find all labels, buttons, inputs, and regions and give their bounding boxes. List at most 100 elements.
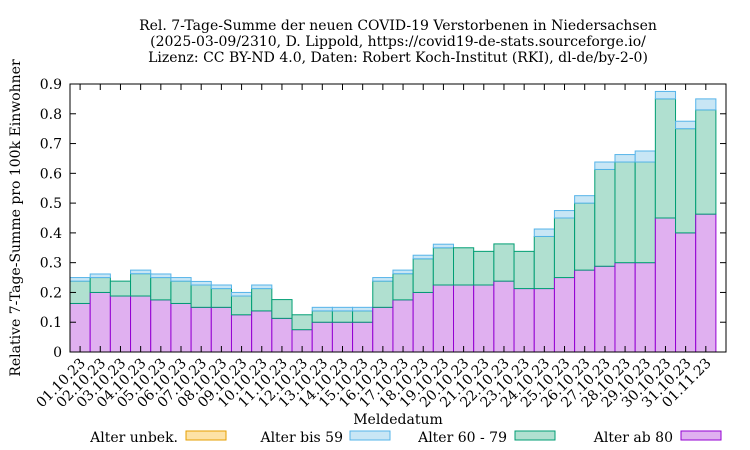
- bar-segment: [210, 288, 232, 308]
- bar-segment: [150, 273, 172, 279]
- bar-segment: [614, 161, 636, 264]
- bar-stack-area: [69, 90, 717, 353]
- y-tick-label: 0.6: [40, 166, 62, 182]
- legend-swatch: [680, 430, 722, 441]
- bar-segment: [230, 291, 253, 297]
- bar-segment: [130, 273, 152, 297]
- bar-segment: [695, 213, 717, 353]
- bar-segment: [553, 277, 576, 353]
- bar-segment: [614, 262, 636, 353]
- bar-segment: [654, 98, 677, 219]
- bar-segment: [230, 295, 253, 316]
- bar-segment: [695, 98, 717, 111]
- y-tick-label: 0.4: [40, 226, 62, 242]
- bar-segment: [311, 306, 333, 312]
- chart-title-line: (2025-03-09/2310, D. Lippold, https://co…: [150, 34, 646, 50]
- bar-segment: [109, 280, 132, 297]
- bar-segment: [614, 154, 636, 163]
- bar-segment: [89, 273, 111, 279]
- bar-segment: [634, 161, 656, 264]
- bar-segment: [473, 284, 495, 353]
- bar-segment: [594, 168, 616, 267]
- bar-segment: [412, 291, 434, 353]
- bar-segment: [352, 310, 374, 323]
- bar-segment: [190, 280, 212, 286]
- bar-segment: [251, 310, 273, 353]
- bar-segment: [594, 265, 616, 353]
- y-tick-label: 0: [53, 345, 62, 361]
- bar-segment: [432, 243, 455, 249]
- chart-title-line: Lizenz: CC BY-ND 4.0, Daten: Robert Koch…: [148, 50, 648, 66]
- y-axis: 0 0.1 0.2 0.3 0.4 0.5 0.6 0.7 0.8 0.9: [40, 77, 726, 361]
- bar-segment: [675, 232, 697, 353]
- bar-segment: [190, 306, 212, 353]
- y-tick-label: 0.7: [40, 137, 62, 153]
- bar-segment: [473, 250, 495, 286]
- bar-segment: [130, 269, 152, 275]
- legend-swatch: [349, 430, 391, 441]
- bar-segment: [533, 228, 555, 237]
- bar-segment: [432, 247, 455, 286]
- bar-segment: [89, 277, 111, 293]
- bar-segment: [311, 310, 333, 323]
- plot-frame: [69, 83, 727, 353]
- bar-segment: [412, 258, 434, 293]
- bar-segment: [594, 161, 616, 170]
- bar-segment: [533, 288, 555, 353]
- legend-label: Alter ab 80: [593, 430, 673, 446]
- bar-segment: [331, 310, 354, 323]
- bar-segment: [170, 302, 192, 353]
- y-tick-label: 0.2: [40, 285, 62, 301]
- bar-segment: [69, 277, 91, 282]
- bar-segment: [150, 299, 172, 353]
- bar-segment: [695, 109, 717, 215]
- bar-segment: [352, 306, 374, 312]
- bar-segment: [392, 273, 414, 301]
- legend: Alter unbek. Alter bis 59 Alter 60 - 79 Alt…: [89, 430, 722, 446]
- bar-segment: [190, 284, 212, 308]
- bar-segment: [170, 280, 192, 304]
- bar-segment: [553, 210, 576, 219]
- bar-segment: [513, 288, 535, 353]
- bar-segment: [574, 195, 596, 204]
- bar-segment: [372, 306, 394, 353]
- y-tick-label: 0.8: [40, 107, 62, 123]
- bar-segment: [654, 90, 677, 100]
- bar-segment: [210, 306, 232, 353]
- bar-segment: [574, 202, 596, 271]
- bar-segment: [412, 254, 434, 260]
- bar-segment: [251, 284, 273, 290]
- bar-segment: [372, 277, 394, 282]
- bar-segment: [150, 277, 172, 301]
- bar-segment: [553, 217, 576, 279]
- bar-segment: [271, 299, 293, 319]
- bar-segment: [533, 235, 555, 290]
- legend-swatch: [514, 430, 556, 441]
- bar-segment: [251, 288, 273, 312]
- y-tick-label: 0.3: [40, 256, 62, 272]
- bar-segment: [392, 299, 414, 353]
- bar-segment: [493, 280, 515, 353]
- bar-segment: [392, 269, 414, 275]
- bar-segment: [210, 284, 232, 290]
- bar-segment: [109, 295, 132, 353]
- bar-segment: [130, 295, 152, 353]
- bar-segment: [453, 247, 475, 286]
- chart-title-line: Rel. 7-Tage-Summe der neuen COVID-19 Ver…: [139, 18, 657, 34]
- legend-label: Alter 60 - 79: [417, 430, 507, 446]
- y-axis-label: Relative 7-Tage-Summe pro 100k Einwohner: [8, 59, 24, 377]
- bar-segment: [89, 291, 111, 353]
- bar-segment: [453, 284, 475, 353]
- bar-segment: [574, 269, 596, 353]
- bar-segment: [654, 217, 677, 353]
- bar-segment: [675, 120, 697, 130]
- bar-segment: [170, 277, 192, 282]
- bar-segment: [69, 302, 91, 353]
- y-tick-label: 0.5: [40, 196, 62, 212]
- legend-label: Alter unbek.: [89, 430, 178, 446]
- legend-label: Alter bis 59: [259, 430, 343, 446]
- bar-segment: [331, 306, 354, 312]
- chart-title: Rel. 7-Tage-Summe der neuen COVID-19 Ver…: [139, 18, 657, 66]
- bar-segment: [675, 128, 697, 234]
